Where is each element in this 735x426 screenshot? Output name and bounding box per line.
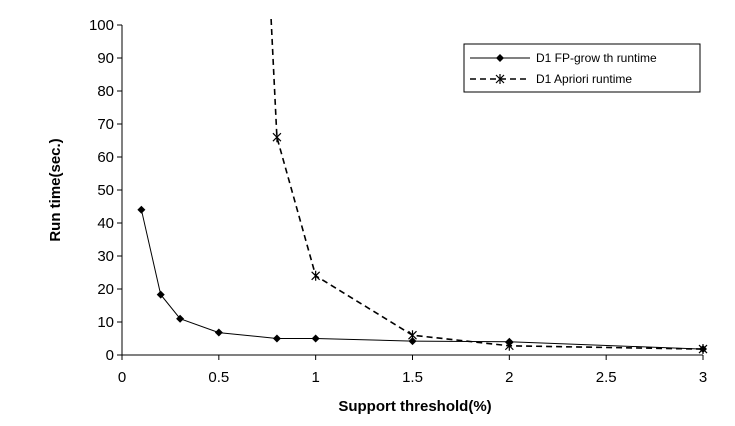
x-tick-label: 2.5	[596, 369, 617, 386]
data-point	[311, 270, 321, 281]
y-tick-label: 40	[97, 215, 114, 232]
legend-label: D1 Apriori runtime	[536, 72, 632, 86]
legend-marker	[496, 54, 504, 62]
x-axis-title: Support threshold(%)	[338, 398, 491, 415]
y-tick-label: 10	[97, 314, 114, 331]
y-tick-label: 30	[97, 248, 114, 265]
legend: D1 FP-grow th runtime D1 Apriori runtime	[463, 43, 701, 93]
series-1	[137, 205, 707, 354]
y-tick-label: 80	[97, 83, 114, 100]
y-tick-label: 0	[106, 347, 114, 364]
data-point	[156, 290, 165, 299]
y-axis: 0 10 20 30 40 50 60 70 80 90 100	[89, 17, 123, 364]
data-point	[272, 132, 282, 143]
x-tick-label: 0.5	[208, 369, 229, 386]
y-tick-label: 100	[89, 17, 114, 34]
legend-marker	[495, 74, 505, 84]
data-point	[504, 340, 514, 351]
legend-box	[463, 43, 701, 93]
data-point	[214, 328, 223, 337]
series-line	[270, 18, 704, 350]
x-tick-label: 1.5	[402, 369, 423, 386]
series-line	[140, 209, 704, 350]
data-point	[311, 334, 320, 343]
x-tick-label: 1	[311, 369, 319, 386]
data-point	[137, 205, 146, 214]
data-point	[272, 334, 281, 343]
data-point	[176, 314, 185, 323]
y-tick-label: 60	[97, 149, 114, 166]
x-tick-label: 2	[505, 369, 513, 386]
x-tick-label: 0	[118, 369, 126, 386]
series-2	[270, 18, 708, 355]
legend-label: D1 FP-grow th runtime	[536, 51, 657, 65]
y-tick-label: 90	[97, 50, 114, 67]
y-tick-label: 70	[97, 116, 114, 133]
x-axis: 0 0.5 1 1.5 2 2.5 3	[118, 354, 707, 386]
y-axis-title: Run time(sec.)	[47, 138, 64, 241]
y-tick-label: 20	[97, 281, 114, 298]
data-point	[408, 337, 417, 346]
series-layer	[137, 18, 708, 355]
x-tick-label: 3	[699, 369, 707, 386]
data-point	[408, 330, 417, 341]
data-point	[698, 344, 708, 355]
y-tick-label: 50	[97, 182, 114, 199]
